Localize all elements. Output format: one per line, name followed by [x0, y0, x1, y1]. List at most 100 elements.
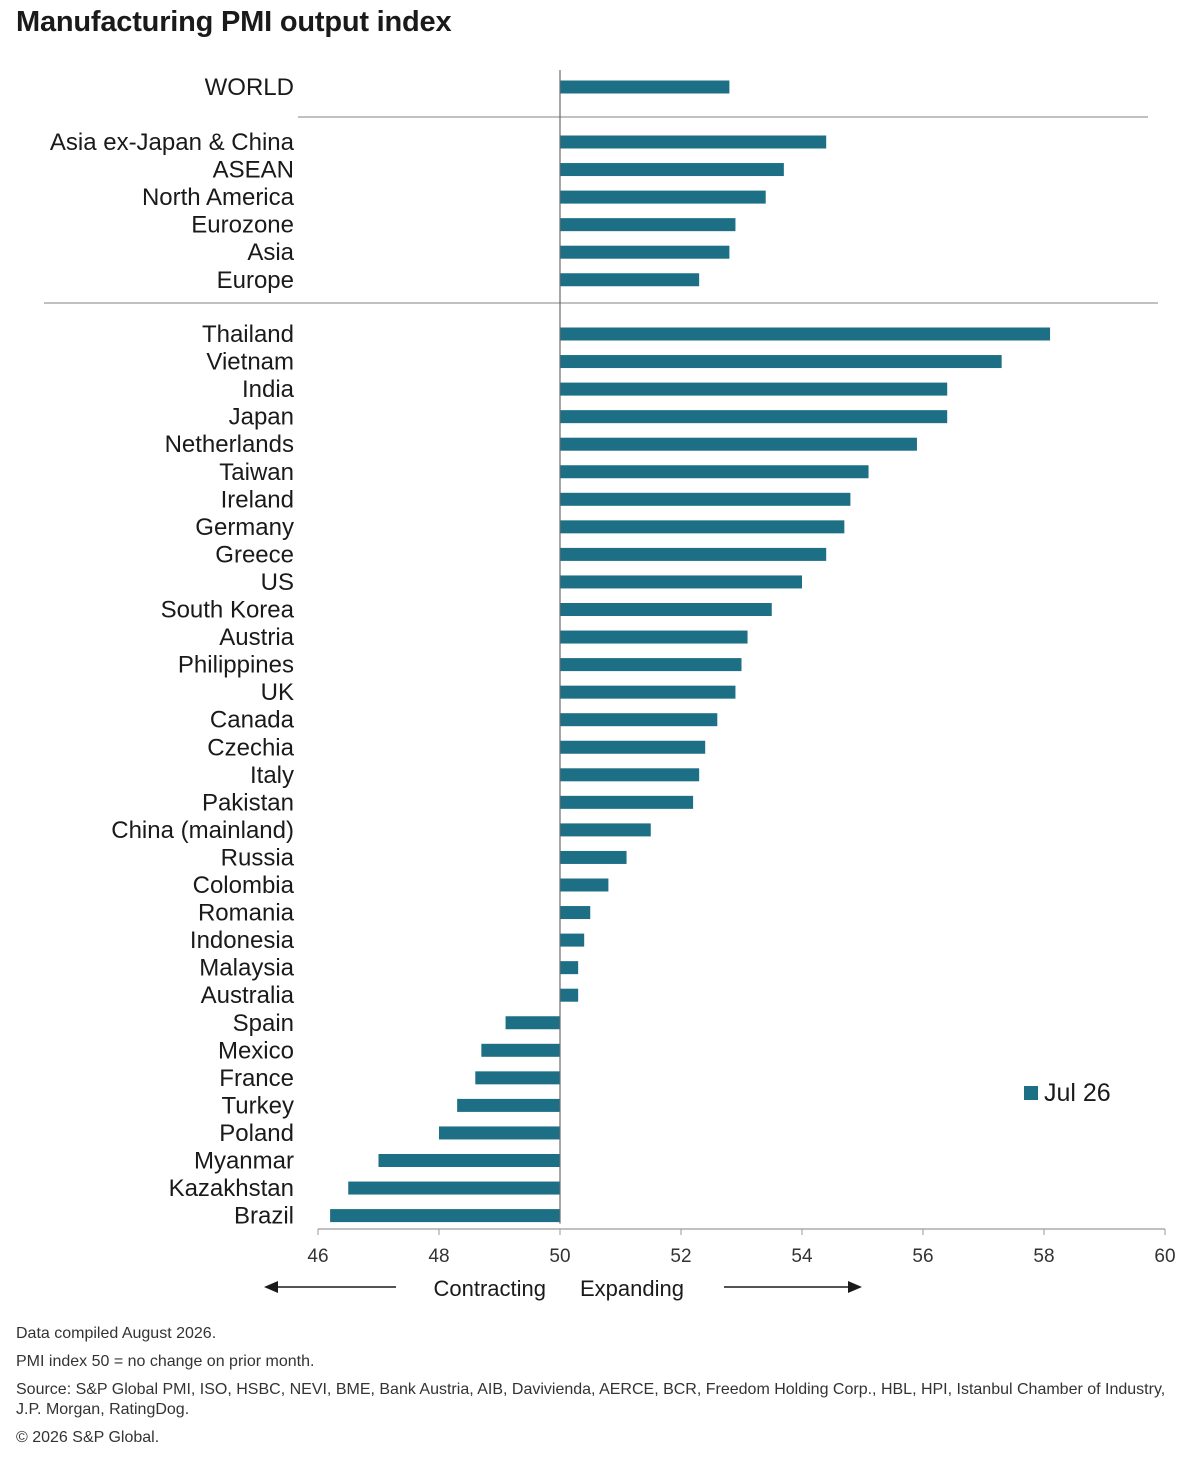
bar-thailand: [560, 327, 1051, 341]
category-label: Spain: [233, 1010, 294, 1037]
bar-greece: [560, 547, 827, 561]
x-tick-label: 54: [791, 1246, 813, 1267]
category-label: Czechia: [207, 734, 294, 761]
category-label: Colombia: [193, 872, 295, 899]
group-separators: [44, 116, 1158, 304]
category-label: Poland: [219, 1120, 294, 1147]
x-tick-label: 56: [912, 1246, 933, 1267]
bar-poland: [439, 1126, 560, 1140]
category-label: Mexico: [218, 1037, 294, 1064]
legend: Jul 26: [1024, 1079, 1111, 1107]
bar-asean: [560, 163, 784, 177]
compiled-note: Data compiled August 2026.: [16, 1325, 217, 1342]
category-label: WORLD: [205, 74, 294, 101]
bar-philippines: [560, 658, 742, 672]
bar-romania: [560, 906, 591, 920]
category-label: Asia: [247, 239, 294, 266]
legend-swatch: [1024, 1086, 1038, 1100]
bar-europe: [560, 273, 700, 287]
x-tick-label: 50: [549, 1246, 570, 1267]
pmi-note: PMI index 50 = no change on prior month.: [16, 1353, 315, 1370]
category-label: China (mainland): [111, 817, 294, 844]
source-note: Source: S&P Global PMI, ISO, HSBC, NEVI,…: [16, 1381, 1166, 1418]
contracting-label: Contracting: [433, 1276, 546, 1301]
chart-footer: Data compiled August 2026. PMI index 50 …: [16, 1324, 1176, 1456]
bar-colombia: [560, 878, 609, 892]
bar-north-america: [560, 190, 766, 204]
bar-france: [475, 1071, 560, 1085]
x-axis: 46 48 50 52 54 56 58 60: [307, 1228, 1176, 1267]
bar-south-korea: [560, 603, 772, 616]
category-label: ASEAN: [213, 157, 294, 184]
category-label: UK: [261, 679, 294, 706]
category-label: Japan: [229, 404, 294, 431]
bar-us: [560, 575, 802, 589]
bar-china-mainland: [560, 823, 651, 837]
bar-canada: [560, 713, 718, 727]
bar-malaysia: [560, 961, 579, 975]
bar-world: [560, 80, 730, 94]
category-label: Pakistan: [202, 789, 294, 816]
bar-czechia: [560, 740, 706, 754]
copyright-note: © 2026 S&P Global.: [16, 1429, 160, 1446]
legend-label: Jul 26: [1044, 1079, 1111, 1107]
category-label: Thailand: [202, 321, 294, 348]
category-label: Brazil: [234, 1203, 294, 1230]
category-label: Turkey: [222, 1092, 294, 1119]
category-label: Netherlands: [165, 431, 294, 458]
category-label: Canada: [210, 707, 295, 734]
category-label: North America: [142, 184, 295, 211]
x-tick-label: 60: [1154, 1246, 1175, 1267]
bar-india: [560, 382, 948, 396]
bar-kazakhstan: [348, 1181, 560, 1195]
bar-germany: [560, 520, 845, 534]
bar-spain: [505, 1016, 560, 1030]
x-tick-label: 58: [1033, 1246, 1054, 1267]
bar-indonesia: [560, 933, 585, 947]
x-tick-label: 52: [670, 1246, 691, 1267]
category-label: Eurozone: [191, 212, 294, 239]
category-label: Russia: [221, 844, 295, 871]
category-label: Indonesia: [190, 927, 295, 954]
bar-taiwan: [560, 465, 869, 479]
bar-australia: [560, 988, 579, 1002]
direction-indicator: Contracting Expanding: [264, 1276, 862, 1301]
bar-pakistan: [560, 795, 694, 809]
category-label: Malaysia: [199, 955, 294, 982]
category-label: Germany: [195, 514, 294, 541]
expanding-label: Expanding: [580, 1276, 684, 1301]
category-label: US: [261, 569, 294, 596]
category-label: Philippines: [178, 652, 294, 679]
expanding-arrowhead: [848, 1281, 862, 1293]
bar-ireland: [560, 492, 851, 506]
category-label: France: [219, 1065, 294, 1092]
bar-austria: [560, 630, 748, 644]
bar-vietnam: [560, 355, 1002, 369]
category-label: Vietnam: [206, 349, 294, 376]
bar-brazil: [330, 1209, 560, 1223]
bar-japan: [560, 410, 948, 424]
x-tick-label: 48: [428, 1246, 449, 1267]
category-label: Taiwan: [219, 459, 294, 486]
chart-title: Manufacturing PMI output index: [16, 6, 452, 38]
contracting-arrowhead: [264, 1281, 278, 1293]
bar-eurozone: [560, 218, 736, 232]
category-label: Kazakhstan: [169, 1175, 294, 1202]
category-label: Romania: [198, 900, 295, 927]
category-label: Australia: [201, 982, 295, 1009]
bar-uk: [560, 685, 736, 699]
bars-layer: [330, 70, 1051, 1224]
bar-myanmar: [378, 1154, 560, 1167]
category-label: Europe: [217, 267, 294, 294]
bar-mexico: [481, 1043, 560, 1057]
bar-asia-ex-japan-china: [560, 135, 827, 149]
category-label: India: [242, 376, 295, 403]
category-label: Greece: [215, 541, 294, 568]
category-label: Ireland: [221, 486, 294, 513]
bar-turkey: [457, 1098, 560, 1112]
bar-netherlands: [560, 437, 917, 451]
bar-russia: [560, 850, 627, 864]
category-label: Asia ex-Japan & China: [50, 129, 295, 156]
